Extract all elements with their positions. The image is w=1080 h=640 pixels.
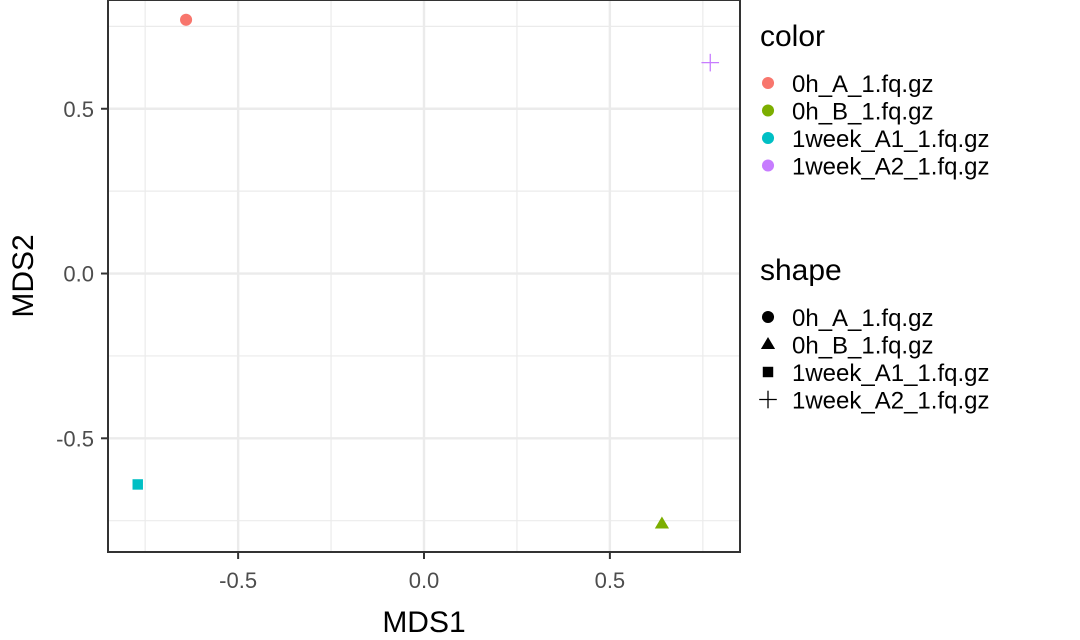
data-point-plus xyxy=(701,53,720,72)
y-tick-label: -0.5 xyxy=(56,426,94,451)
legend-label-shape: 1week_A1_1.fq.gz xyxy=(792,360,989,387)
legend-title-shape: shape xyxy=(760,254,842,287)
data-point-square xyxy=(132,479,143,490)
legend-label-shape: 1week_A2_1.fq.gz xyxy=(792,388,989,415)
legend-key-color xyxy=(761,131,775,145)
legends: color0h_A_1.fq.gz0h_B_1.fq.gz1week_A1_1.… xyxy=(759,20,989,415)
y-tick-label: 0.0 xyxy=(63,262,94,287)
legend-label-color: 0h_B_1.fq.gz xyxy=(792,99,933,126)
legend-label-color: 1week_A1_1.fq.gz xyxy=(792,126,989,153)
y-axis-ticks: 0.5 0.0 -0.5 xyxy=(56,97,108,451)
legend-label-color: 1week_A2_1.fq.gz xyxy=(792,154,989,181)
x-tick-label: -0.5 xyxy=(219,568,257,593)
x-tick-label: 0.0 xyxy=(409,568,440,593)
legend-key-shape xyxy=(760,337,776,349)
x-tick-label: 0.5 xyxy=(595,568,626,593)
data-points xyxy=(132,13,720,529)
legend-key-color xyxy=(761,76,775,90)
grid-major xyxy=(108,0,740,552)
data-point-circle xyxy=(180,13,193,26)
legend-title-color: color xyxy=(760,20,825,53)
y-axis-title: MDS2 xyxy=(7,234,40,317)
legend-key-shape xyxy=(759,390,777,409)
y-tick-label: 0.5 xyxy=(63,97,94,122)
x-axis-title: MDS1 xyxy=(382,606,465,639)
x-axis-ticks: -0.5 0.0 0.5 xyxy=(219,552,625,593)
legend-key-shape xyxy=(761,310,775,324)
data-point-triangle xyxy=(654,516,670,529)
legend-key-shape xyxy=(762,366,774,378)
legend-key-color xyxy=(761,159,775,172)
legend-key-color xyxy=(761,104,775,117)
legend-label-shape: 0h_A_1.fq.gz xyxy=(792,305,933,332)
legend-label-shape: 0h_B_1.fq.gz xyxy=(792,333,933,360)
legend-label-color: 0h_A_1.fq.gz xyxy=(792,71,933,98)
